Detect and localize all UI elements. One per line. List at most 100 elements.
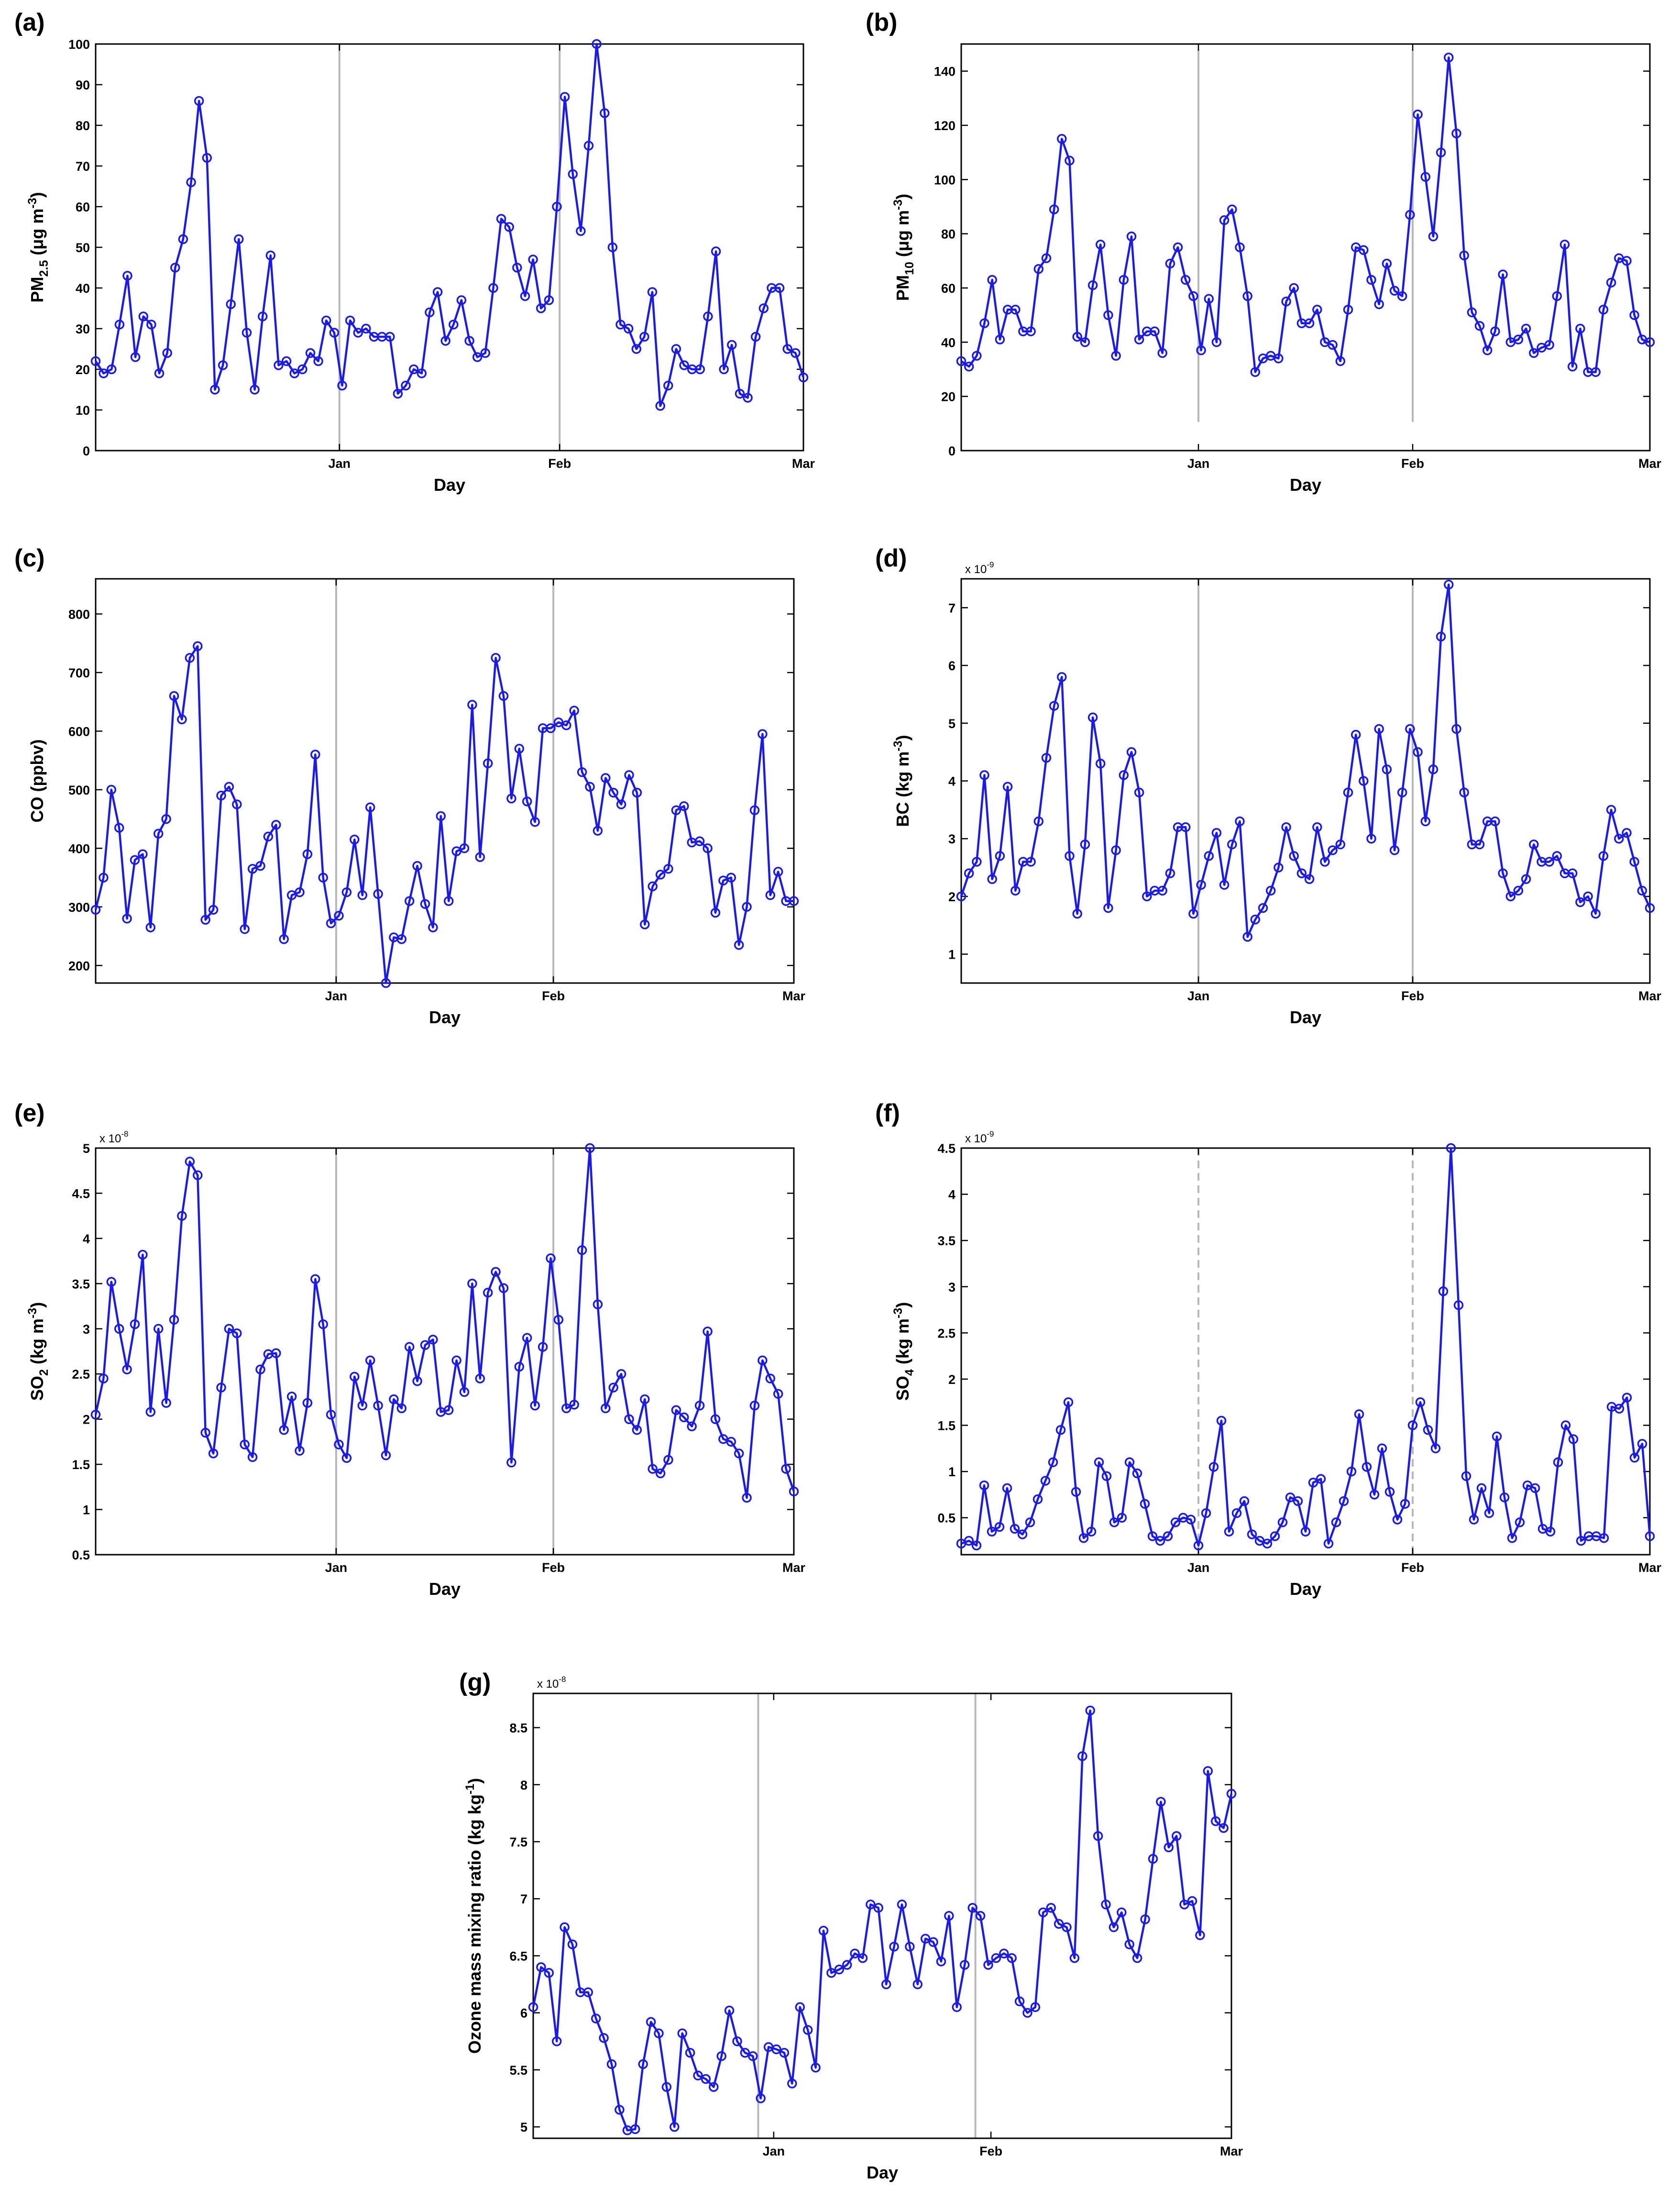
data-point xyxy=(1645,903,1655,913)
data-point xyxy=(99,368,109,378)
data-point xyxy=(302,1398,313,1408)
data-point xyxy=(1057,672,1067,682)
data-point xyxy=(995,334,1005,344)
data-point xyxy=(345,315,355,326)
x-tick-label: Jan xyxy=(763,2144,785,2158)
data-point xyxy=(1226,1789,1237,1799)
panel-e: (e) 0.5 1 1.5 2 2.5 3 3.5 4 4.5 5 Jan Feb Mar x 10-8 Da… xyxy=(14,1099,805,1599)
data-point xyxy=(1069,1953,1080,1963)
y-tick-label: 0.5 xyxy=(72,1548,90,1562)
data-point xyxy=(1126,747,1137,757)
x-tick-label: Feb xyxy=(1401,989,1424,1003)
data-point xyxy=(305,348,316,358)
data-point xyxy=(483,758,493,769)
data-point xyxy=(1629,857,1639,867)
data-point xyxy=(318,1319,328,1329)
data-point xyxy=(956,356,966,366)
data-point xyxy=(114,320,125,330)
data-point xyxy=(991,1953,1001,1963)
data-point xyxy=(1157,348,1167,358)
data-point xyxy=(1062,1922,1072,1933)
data-point xyxy=(194,96,204,106)
x-tick-label: Mar xyxy=(782,1560,806,1575)
data-point xyxy=(964,362,974,372)
data-point xyxy=(577,1245,587,1255)
data-point xyxy=(971,1540,982,1550)
axes-frame xyxy=(960,578,1651,984)
data-point xyxy=(1101,1471,1112,1481)
x-tick-label: Jan xyxy=(1187,1560,1210,1575)
x-tick-label: Feb xyxy=(548,456,571,471)
data-point xyxy=(567,1939,578,1949)
data-point xyxy=(365,802,375,812)
data-point xyxy=(546,723,556,733)
data-point xyxy=(773,867,783,877)
data-point xyxy=(608,1382,618,1393)
data-point xyxy=(758,729,768,739)
panel-label: (b) xyxy=(866,9,897,36)
data-point xyxy=(334,910,344,921)
data-point xyxy=(928,1937,938,1947)
data-point xyxy=(920,1934,931,1944)
data-point xyxy=(186,177,196,188)
data-point xyxy=(114,1324,124,1334)
data-point xyxy=(1188,908,1198,919)
x-tick-label: Mar xyxy=(1220,2144,1243,2158)
data-point xyxy=(1046,1903,1056,1913)
data-point xyxy=(1219,880,1230,890)
panel-g: (g) 5 5.5 6 6.5 7 7.5 8 8.5 Jan Feb Mar x 10-8 Day Ozo… xyxy=(459,1669,1243,2182)
data-point xyxy=(834,1964,845,1975)
data-point xyxy=(1451,128,1461,139)
data-point xyxy=(459,1387,470,1397)
data-point xyxy=(1598,305,1609,315)
data-point xyxy=(122,914,132,924)
data-point xyxy=(1397,291,1407,301)
data-point xyxy=(1250,914,1261,925)
data-point xyxy=(1513,334,1524,344)
data-point xyxy=(905,1942,915,1952)
data-point xyxy=(1022,2008,1032,2018)
data-point xyxy=(1490,326,1500,336)
data-point xyxy=(1384,1487,1395,1497)
data-point xyxy=(1095,759,1106,769)
data-point xyxy=(310,750,320,760)
data-point xyxy=(710,907,721,918)
data-point xyxy=(685,2047,695,2058)
data-point xyxy=(538,1342,548,1352)
data-point xyxy=(289,368,299,378)
data-point xyxy=(1211,828,1222,838)
data-point xyxy=(789,896,799,906)
data-point xyxy=(1041,752,1052,763)
y-tick-label: 10 xyxy=(76,403,90,418)
data-point xyxy=(1359,776,1369,786)
data-point xyxy=(1150,326,1160,336)
data-point xyxy=(791,348,801,358)
y-tick-label: 1 xyxy=(83,1503,90,1517)
data-point xyxy=(1224,1526,1234,1537)
panel-a: (a) 0 10 20 30 40 50 60 70 80 90 100 Jan Feb Mar Day PM2… xyxy=(14,9,815,495)
y-tick-label: 6 xyxy=(520,2006,527,2021)
data-point xyxy=(601,1403,611,1414)
data-point xyxy=(1567,868,1578,878)
data-point xyxy=(353,328,363,338)
data-point xyxy=(536,303,546,313)
data-point xyxy=(1346,1466,1357,1477)
data-point xyxy=(1117,1513,1127,1523)
data-point xyxy=(1575,897,1585,907)
data-point xyxy=(671,344,681,354)
data-point xyxy=(679,1412,689,1423)
data-point xyxy=(1397,787,1407,797)
y-tick-label: 70 xyxy=(76,159,90,174)
x-tick-label: Jan xyxy=(329,456,351,471)
data-point xyxy=(185,653,195,663)
data-point xyxy=(1033,264,1044,274)
data-point xyxy=(818,1925,829,1936)
y-tick-label: 2 xyxy=(83,1413,90,1427)
data-point xyxy=(655,870,666,880)
y-tick-label: 400 xyxy=(68,841,90,856)
data-point xyxy=(749,1401,760,1411)
data-point xyxy=(1438,1286,1449,1296)
data-point xyxy=(425,307,435,318)
data-point xyxy=(551,2036,562,2046)
data-point xyxy=(226,299,236,310)
